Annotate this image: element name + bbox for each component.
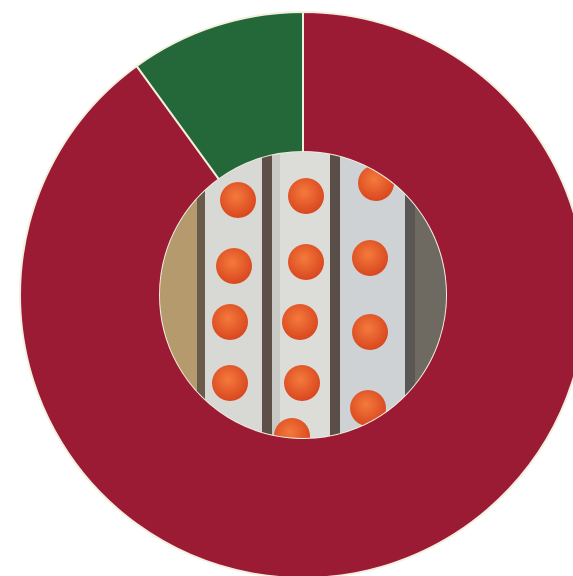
center-photo — [160, 152, 446, 438]
